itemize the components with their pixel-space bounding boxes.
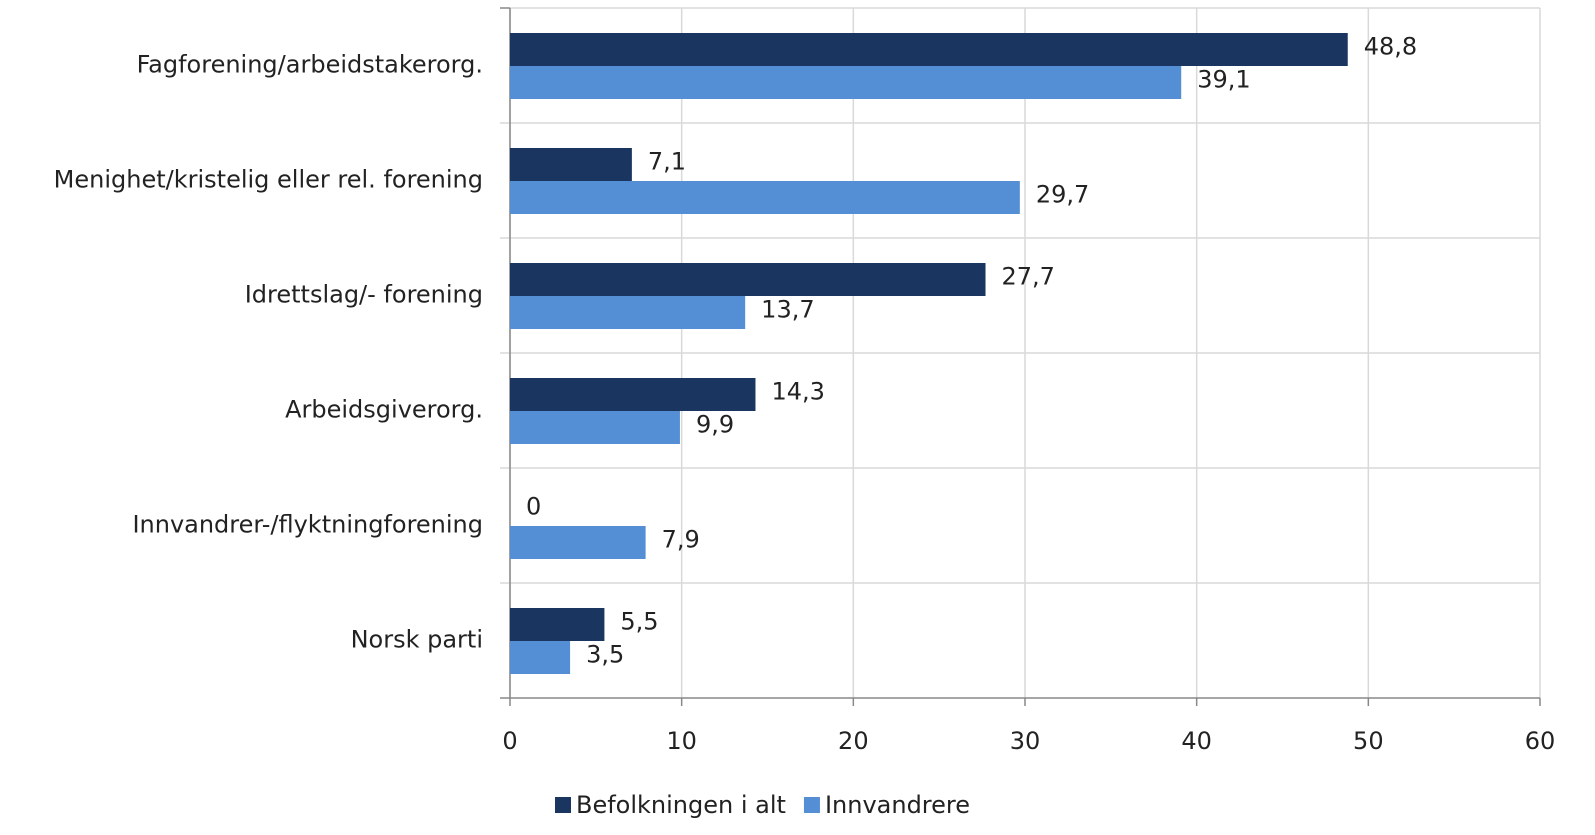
value-label: 48,8 bbox=[1364, 33, 1417, 61]
bar bbox=[510, 378, 756, 411]
x-tick-label: 20 bbox=[838, 727, 869, 755]
x-tick-label: 40 bbox=[1181, 727, 1212, 755]
bar bbox=[510, 296, 746, 329]
y-tick-label: Idrettslag/- forening bbox=[245, 281, 483, 309]
value-label: 7,1 bbox=[648, 148, 686, 176]
legend-label: Innvandrere bbox=[825, 791, 970, 819]
value-label: 39,1 bbox=[1197, 66, 1250, 94]
x-tick-label: 50 bbox=[1353, 727, 1384, 755]
bar bbox=[510, 641, 571, 674]
legend-label: Befolkningen i alt bbox=[576, 791, 786, 819]
legend-swatch bbox=[803, 797, 820, 813]
bar bbox=[510, 181, 1020, 214]
y-tick-label: Norsk parti bbox=[351, 626, 483, 654]
y-tick-label: Innvandrer-/flyktningforening bbox=[132, 511, 483, 539]
bar bbox=[510, 411, 680, 444]
x-tick-label: 10 bbox=[666, 727, 697, 755]
x-tick-label: 60 bbox=[1525, 727, 1556, 755]
value-label: 13,7 bbox=[761, 296, 814, 324]
bar bbox=[510, 33, 1348, 66]
y-tick-label: Fagforening/arbeidstakerorg. bbox=[137, 51, 483, 79]
bar bbox=[510, 66, 1182, 99]
value-label: 0 bbox=[526, 493, 541, 521]
value-label: 5,5 bbox=[620, 608, 658, 636]
value-label: 27,7 bbox=[1002, 263, 1055, 291]
y-tick-label: Menighet/kristelig eller rel. forening bbox=[54, 166, 483, 194]
bar bbox=[510, 526, 646, 559]
x-tick-label: 30 bbox=[1010, 727, 1041, 755]
y-tick-label: Arbeidsgiverorg. bbox=[285, 396, 483, 424]
value-label: 29,7 bbox=[1036, 181, 1089, 209]
bar bbox=[510, 608, 605, 641]
value-label: 7,9 bbox=[662, 526, 700, 554]
x-tick-label: 0 bbox=[502, 727, 517, 755]
value-label: 3,5 bbox=[586, 641, 624, 669]
legend-swatch bbox=[555, 797, 571, 813]
value-label: 14,3 bbox=[771, 378, 824, 406]
bar bbox=[510, 148, 632, 181]
value-label: 9,9 bbox=[696, 411, 734, 439]
bar bbox=[510, 263, 986, 296]
